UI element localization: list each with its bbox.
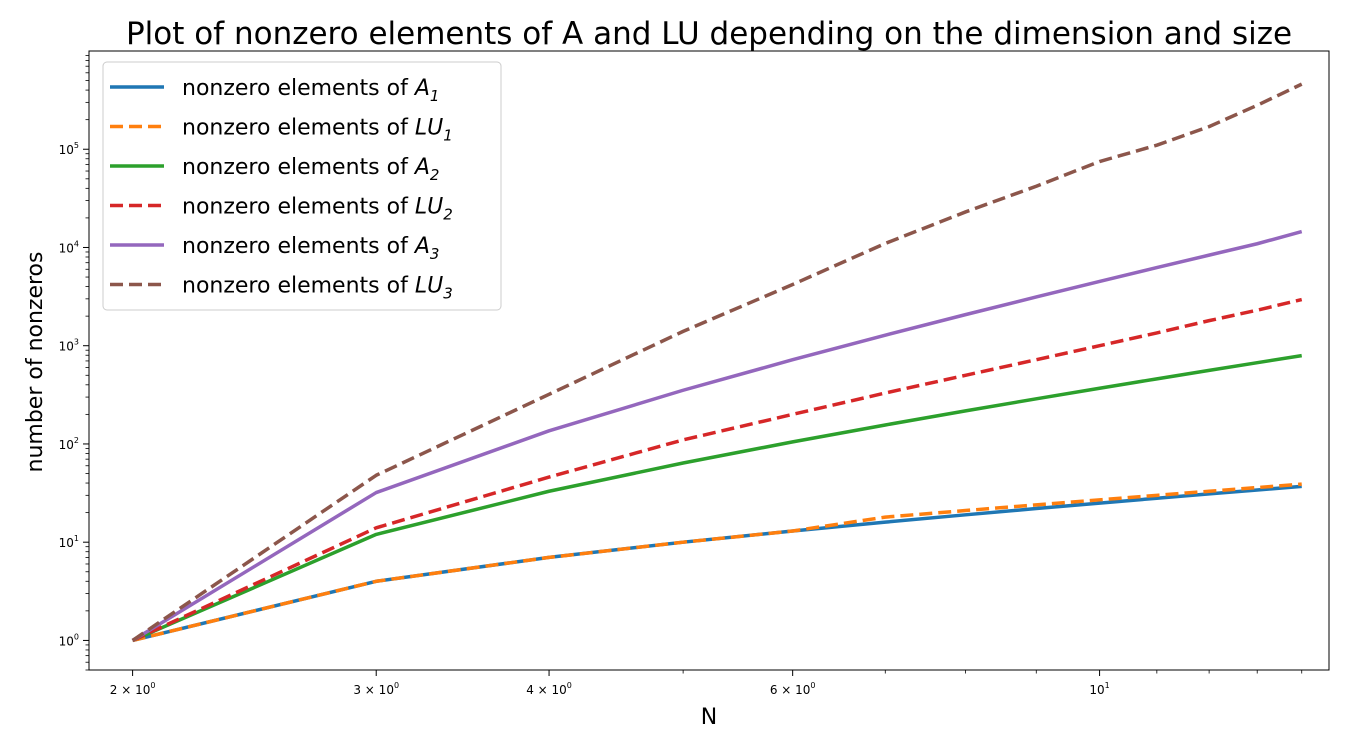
y-tick-label: 100 — [59, 632, 79, 648]
series-line-lu1 — [132, 482, 1302, 643]
x-tick-label: 2 × 100 — [110, 681, 156, 697]
y-tick-label: 102 — [59, 436, 79, 452]
x-tick-label: 4 × 100 — [526, 681, 572, 697]
x-tick-label: 101 — [1089, 681, 1109, 697]
legend-label: nonzero elements of A2 — [182, 155, 439, 184]
y-axis-label: number of nonzeros — [23, 252, 48, 473]
series-line-a3 — [131, 229, 1303, 642]
legend-label: nonzero elements of A3 — [182, 234, 439, 263]
legend-label: nonzero elements of LU1 — [182, 116, 453, 145]
series-line-a2 — [131, 353, 1303, 643]
legend-label: nonzero elements of A1 — [182, 76, 439, 105]
series-line-lu2 — [131, 297, 1303, 643]
plot-frame — [88, 50, 1330, 671]
legend-label: nonzero elements of LU2 — [182, 195, 453, 224]
legend: nonzero elements of A1 nonzero elements o… — [102, 61, 502, 311]
x-tick-label: 3 × 100 — [353, 681, 399, 697]
chart-title: Plot of nonzero elements of A and LU dep… — [126, 16, 1292, 52]
y-tick-label: 105 — [59, 141, 79, 157]
y-tick-label: 101 — [59, 534, 79, 550]
y-tick-label: 104 — [59, 239, 79, 255]
axes: 2 × 100 3 × 100 4 × 100 6 × 100 101 100 101 102… — [59, 50, 1330, 697]
legend-label: nonzero elements of LU3 — [182, 274, 453, 303]
x-axis-label: N — [701, 705, 717, 730]
x-tick-label: 6 × 100 — [770, 681, 816, 697]
series-line-lu3 — [131, 82, 1303, 642]
legend-box — [102, 61, 502, 311]
plot-area — [131, 82, 1303, 643]
y-tick-label: 103 — [59, 338, 79, 354]
